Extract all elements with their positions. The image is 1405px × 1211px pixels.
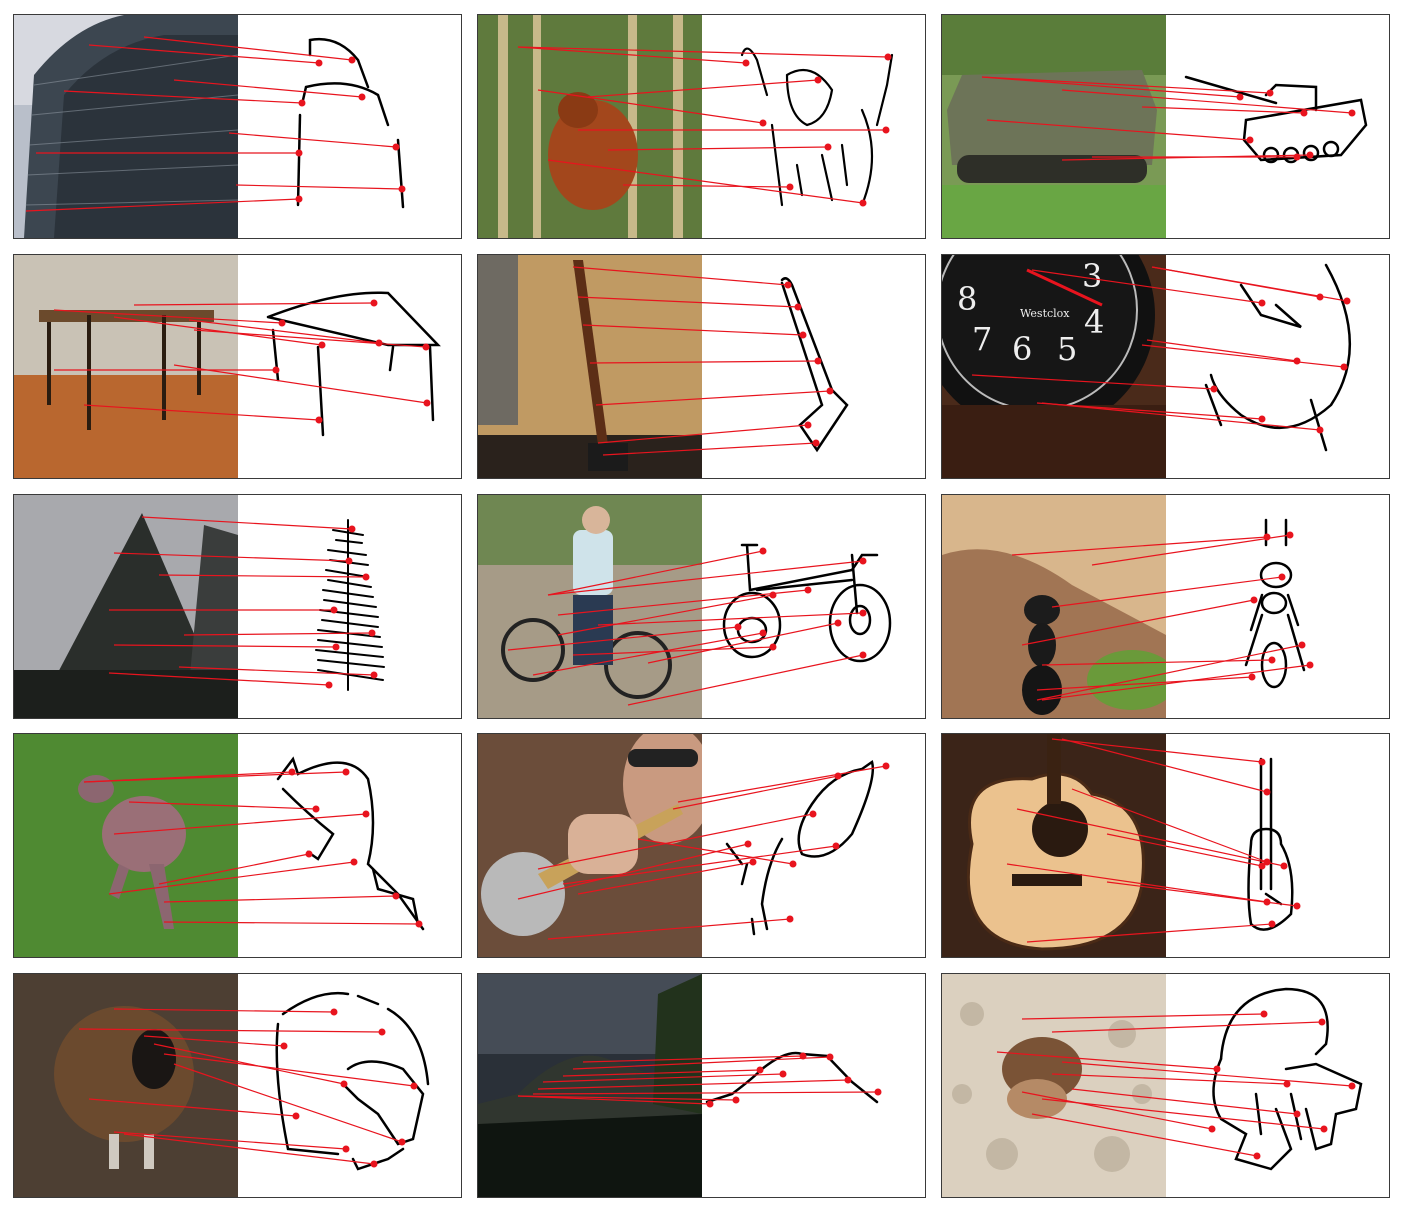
panel-building bbox=[13, 14, 462, 239]
panel-sheep bbox=[13, 973, 462, 1198]
photo-tree bbox=[14, 495, 238, 718]
photo-bicycle bbox=[478, 495, 702, 718]
sketch-building bbox=[238, 15, 461, 238]
photo-trumpet bbox=[478, 734, 702, 957]
sketch-kangaroo bbox=[238, 734, 461, 957]
sketch-hermit-crab bbox=[1166, 974, 1389, 1197]
svg-text:4: 4 bbox=[1084, 303, 1104, 341]
photo-axe bbox=[478, 255, 702, 478]
svg-text:6: 6 bbox=[1012, 330, 1032, 368]
photo-building bbox=[14, 15, 238, 238]
panel-hermit-crab bbox=[941, 973, 1390, 1198]
sketch-tree bbox=[238, 495, 461, 718]
photo-brand-text: Westclox bbox=[1020, 307, 1070, 320]
sketch-table bbox=[238, 255, 461, 478]
photo-tank bbox=[942, 15, 1166, 238]
sketch-axe bbox=[702, 255, 925, 478]
photo-kangaroo bbox=[14, 734, 238, 957]
svg-text:7: 7 bbox=[972, 320, 992, 358]
sketch-ant bbox=[1166, 495, 1389, 718]
panel-tree bbox=[13, 494, 462, 719]
photo-alarm-clock: 34 56 78 Westclox bbox=[942, 255, 1166, 478]
sketch-volcano bbox=[702, 974, 925, 1197]
panel-guitar bbox=[941, 733, 1390, 958]
sketch-orangutan bbox=[702, 15, 925, 238]
svg-text:8: 8 bbox=[957, 280, 977, 318]
panel-tank bbox=[941, 14, 1390, 239]
svg-text:3: 3 bbox=[1082, 257, 1102, 295]
panel-kangaroo bbox=[13, 733, 462, 958]
sketch-sheep bbox=[238, 974, 461, 1197]
sketch-trumpet bbox=[702, 734, 925, 957]
photo-guitar bbox=[942, 734, 1166, 957]
panel-axe bbox=[477, 254, 926, 479]
panel-orangutan bbox=[477, 14, 926, 239]
photo-ant bbox=[942, 495, 1166, 718]
panel-table bbox=[13, 254, 462, 479]
svg-text:5: 5 bbox=[1057, 330, 1077, 368]
sketch-alarm-clock bbox=[1166, 255, 1389, 478]
sketch-guitar bbox=[1166, 734, 1389, 957]
panel-bicycle bbox=[477, 494, 926, 719]
panel-volcano bbox=[477, 973, 926, 1198]
photo-orangutan bbox=[478, 15, 702, 238]
sketch-bicycle bbox=[702, 495, 925, 718]
photo-volcano bbox=[478, 974, 702, 1197]
photo-hermit-crab bbox=[942, 974, 1166, 1197]
panel-trumpet bbox=[477, 733, 926, 958]
photo-table bbox=[14, 255, 238, 478]
photo-sheep bbox=[14, 974, 238, 1197]
sketch-tank bbox=[1166, 15, 1389, 238]
panel-ant bbox=[941, 494, 1390, 719]
